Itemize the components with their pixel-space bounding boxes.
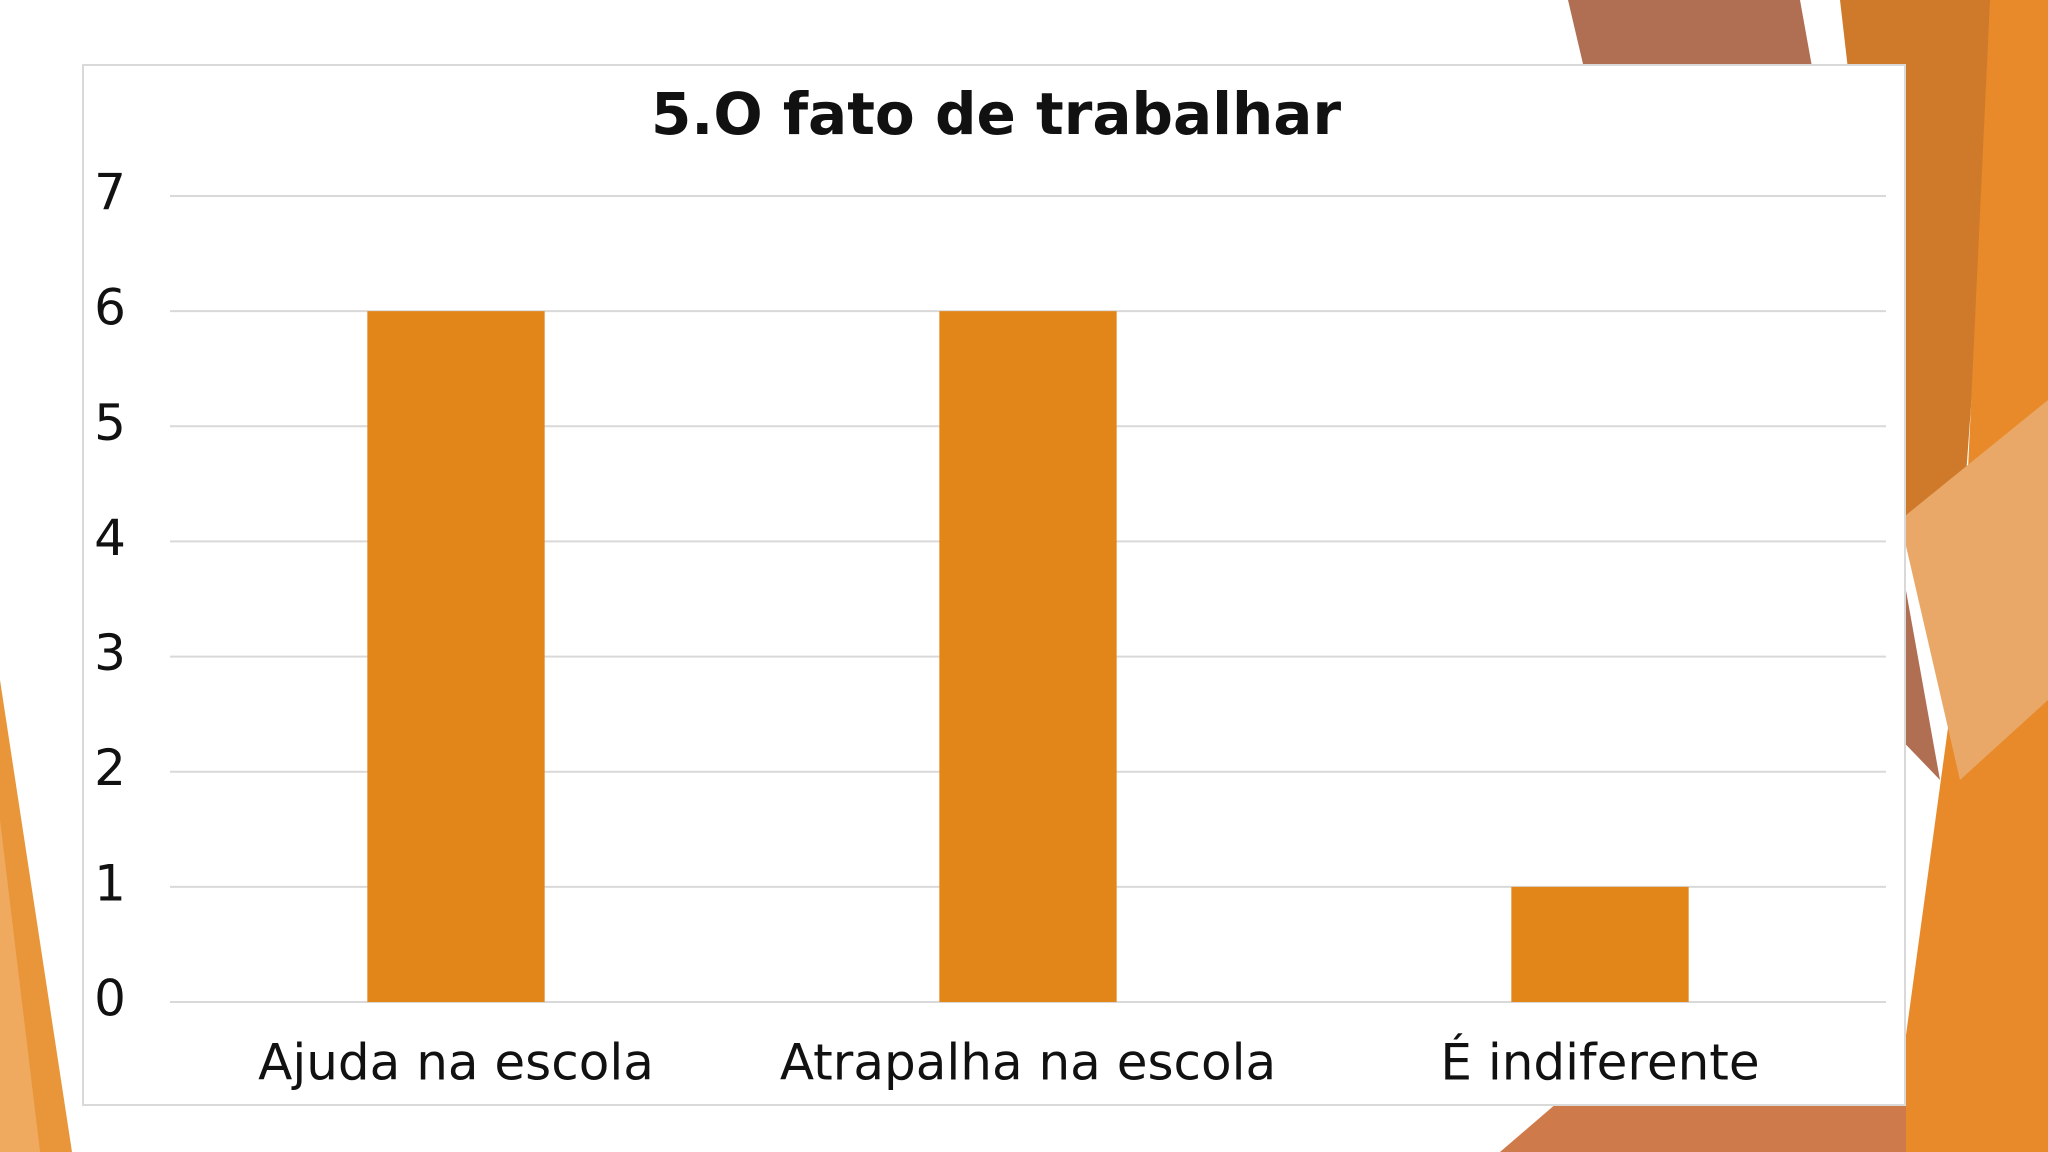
chart-panel: 5.O fato de trabalhar 0 1 2 3 4 5 6 7 Ajuda na …	[82, 64, 1906, 1106]
bar	[367, 311, 545, 1003]
bar	[939, 311, 1117, 1003]
y-tick-label: 6	[94, 279, 126, 337]
chart-title: 5.O fato de trabalhar	[651, 80, 1342, 148]
bar	[1511, 886, 1689, 1002]
x-axis-labels: Ajuda na escola Atrapalha na escola É indi…	[258, 1033, 1760, 1092]
y-tick-label: 1	[94, 854, 126, 912]
y-tick-label: 4	[94, 509, 126, 567]
deco-facet-light	[1900, 400, 2048, 780]
bars	[367, 311, 1689, 1003]
x-category-label: É indiferente	[1440, 1033, 1759, 1092]
y-tick-label: 7	[94, 164, 126, 222]
y-tick-label: 2	[94, 739, 126, 797]
y-tick-label: 0	[94, 970, 126, 1028]
y-tick-label: 5	[94, 394, 126, 452]
bar-chart: 5.O fato de trabalhar 0 1 2 3 4 5 6 7 Ajuda na …	[94, 80, 1886, 1092]
x-category-label: Atrapalha na escola	[780, 1034, 1276, 1092]
y-tick-label: 3	[94, 624, 126, 682]
deco-facet-left-light	[0, 820, 40, 1152]
y-axis-ticks: 0 1 2 3 4 5 6 7	[94, 164, 126, 1028]
x-category-label: Ajuda na escola	[258, 1034, 654, 1092]
